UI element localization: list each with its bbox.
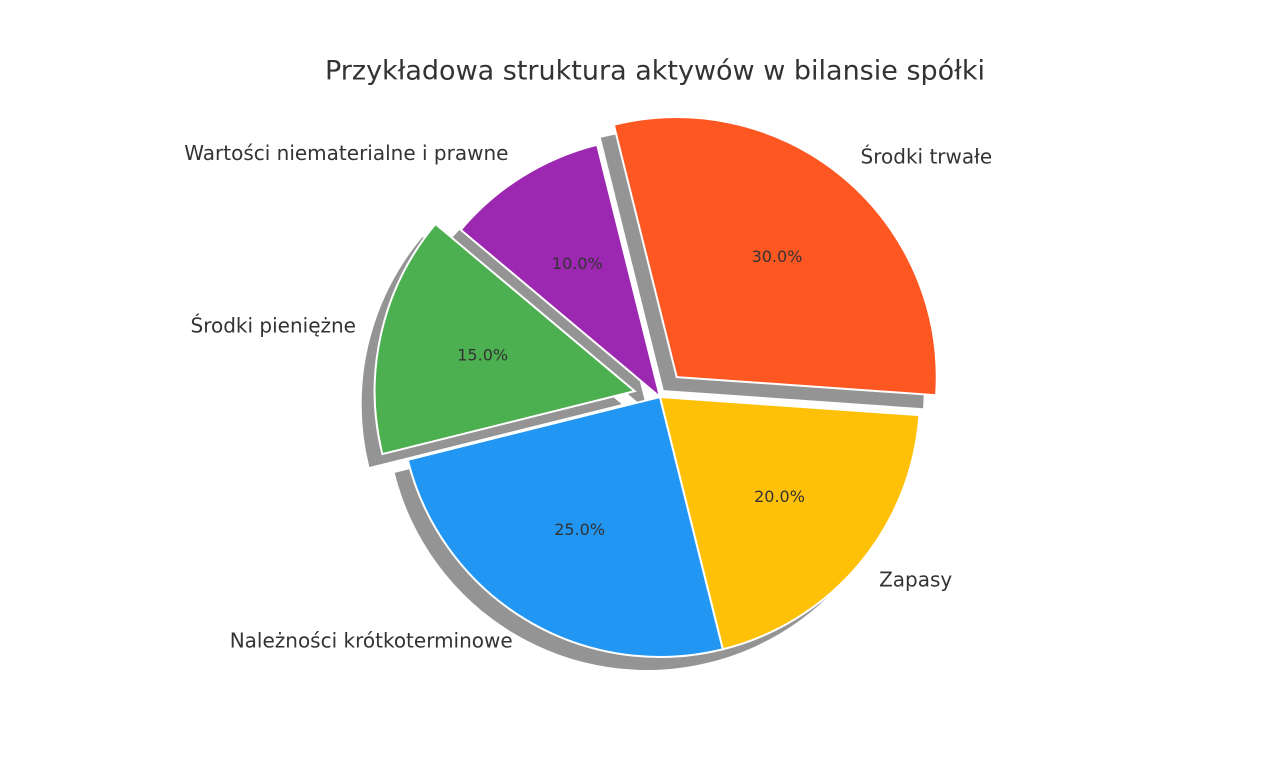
slice-percent: 25.0% <box>554 520 605 539</box>
slice-label: Wartości niematerialne i prawne <box>184 141 508 165</box>
pie-slice <box>658 395 921 651</box>
slice-percent: 30.0% <box>752 247 803 266</box>
slice-label: Należności krótkoterminowe <box>230 629 513 653</box>
slice-percent: 10.0% <box>552 254 603 273</box>
pie-slice <box>373 222 637 456</box>
chart-title: Przykładowa struktura aktywów w bilansie… <box>325 56 985 87</box>
slice-percent: 20.0% <box>754 487 805 506</box>
slice-label: Środki trwałe <box>861 144 993 168</box>
pie-slice <box>459 143 662 400</box>
slice-label: Środki pieniężne <box>191 313 356 337</box>
pie-slice <box>406 395 725 658</box>
slice-percent: 15.0% <box>457 346 508 365</box>
slice-label: Zapasy <box>879 567 952 591</box>
pie-slice <box>612 116 938 397</box>
